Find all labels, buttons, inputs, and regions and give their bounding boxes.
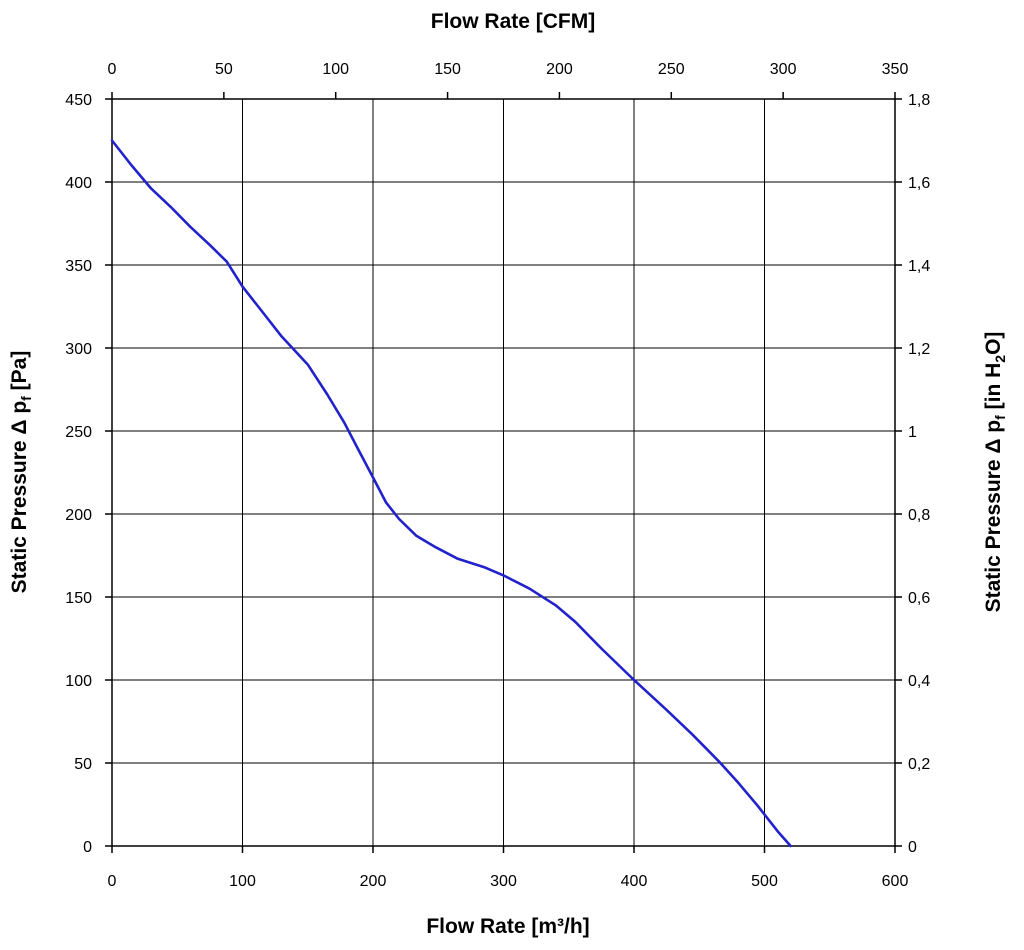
x-top-tick-label: 0 xyxy=(108,61,117,78)
y-left-tick-label: 50 xyxy=(74,756,92,773)
y-right-tick-label: 0,2 xyxy=(908,756,930,773)
y-right-tick-label: 1,2 xyxy=(908,341,930,358)
x-bottom-tick-label: 500 xyxy=(751,873,778,890)
x-bottom-axis-title: Flow Rate [m³/h] xyxy=(426,915,589,938)
y-left-tick-label: 300 xyxy=(65,341,92,358)
x-top-tick-label: 350 xyxy=(882,61,909,78)
x-top-tick-label: 50 xyxy=(215,61,233,78)
y-left-tick-label: 350 xyxy=(65,258,92,275)
y-right-tick-label: 1 xyxy=(908,424,917,441)
x-top-tick-label: 200 xyxy=(546,61,573,78)
x-top-tick-label: 250 xyxy=(658,61,685,78)
x-top-tick-label: 150 xyxy=(434,61,461,78)
y-left-axis-title: Static Pressure Δ pf [Pa] xyxy=(8,351,34,594)
y-left-tick-label: 150 xyxy=(65,590,92,607)
y-right-tick-label: 1,6 xyxy=(908,175,930,192)
y-right-tick-label: 0,8 xyxy=(908,507,930,524)
x-top-tick-label: 300 xyxy=(770,61,797,78)
x-top-axis-title: Flow Rate [CFM] xyxy=(431,10,595,33)
y-left-tick-label: 200 xyxy=(65,507,92,524)
x-top-tick-label: 100 xyxy=(322,61,349,78)
y-left-tick-label: 400 xyxy=(65,175,92,192)
y-right-axis-title: Static Pressure Δ pf [in H2O] xyxy=(982,332,1008,613)
y-right-tick-label: 1,4 xyxy=(908,258,930,275)
series-layer xyxy=(110,139,792,848)
series-line-fan-curve xyxy=(110,139,792,848)
x-bottom-tick-label: 400 xyxy=(621,873,648,890)
x-bottom-tick-label: 600 xyxy=(882,873,909,890)
y-left-tick-label: 0 xyxy=(83,839,92,856)
x-bottom-tick-label: 200 xyxy=(360,873,387,890)
x-bottom-tick-label: 100 xyxy=(229,873,256,890)
x-bottom-tick-label: 0 xyxy=(108,873,117,890)
y-right-tick-label: 1,8 xyxy=(908,92,930,109)
y-right-tick-label: 0,4 xyxy=(908,673,930,690)
tick-labels: 0 100 200 300 400 500 600050100150200250300350… xyxy=(65,61,930,890)
y-left-tick-label: 450 xyxy=(65,92,92,109)
y-left-tick-label: 100 xyxy=(65,673,92,690)
y-right-tick-label: 0,6 xyxy=(908,590,930,607)
y-left-tick-label: 250 xyxy=(65,424,92,441)
y-right-tick-label: 0 xyxy=(908,839,917,856)
tick-marks xyxy=(105,92,902,853)
grid-lines xyxy=(112,99,895,846)
x-bottom-tick-label: 300 xyxy=(490,873,517,890)
